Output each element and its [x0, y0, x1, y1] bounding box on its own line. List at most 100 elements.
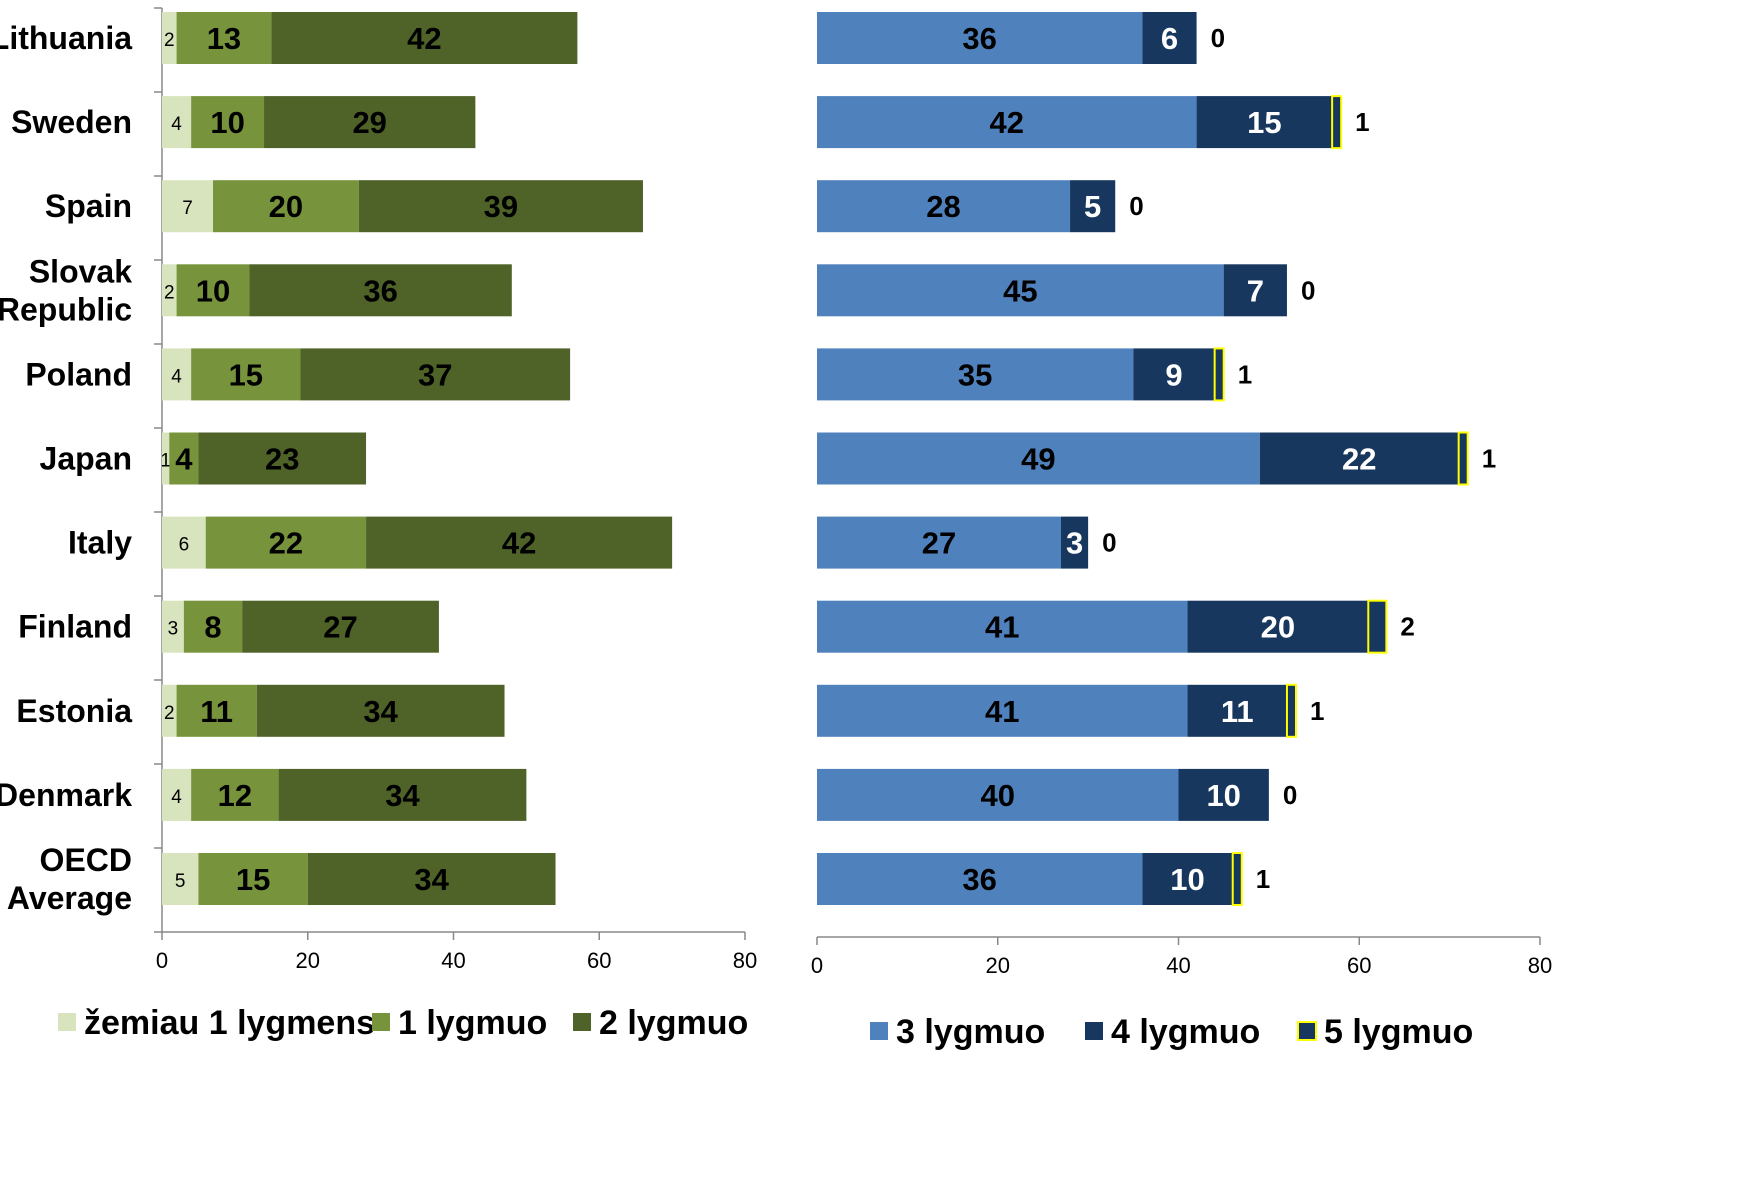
- data-label: 0: [1129, 191, 1143, 221]
- data-label: 7: [182, 198, 193, 219]
- bar-segment: [1285, 683, 1297, 738]
- x-tick-label: 20: [986, 953, 1010, 978]
- bar-segment: [1457, 431, 1469, 486]
- bar-segment: [817, 264, 1224, 317]
- legend-label: žemiau 1 lygmens: [84, 1004, 375, 1042]
- bar-segment: [198, 853, 308, 905]
- bar-segment: [176, 12, 272, 64]
- data-label: 41: [985, 694, 1019, 729]
- legend-label: 5 lygmuo: [1324, 1013, 1473, 1051]
- data-label: 22: [1342, 442, 1376, 477]
- data-label: 0: [1211, 23, 1225, 53]
- data-label: 34: [414, 862, 449, 897]
- bar-segment: [817, 432, 1260, 485]
- data-label: 42: [990, 105, 1024, 140]
- data-label: 20: [1261, 610, 1295, 645]
- legend-swatch: [573, 1013, 591, 1031]
- bar-segment: [1142, 12, 1197, 64]
- bar-segment: [264, 96, 476, 149]
- bar-segment: [176, 684, 257, 737]
- bar-segment: [242, 600, 439, 653]
- data-label: 37: [418, 357, 452, 392]
- data-label: 4: [171, 787, 182, 808]
- legend-swatch: [372, 1013, 390, 1031]
- bar-segment: [366, 516, 673, 569]
- data-label: 35: [958, 357, 992, 392]
- bar-segment: [1231, 852, 1243, 906]
- bar-segment: [191, 768, 279, 821]
- bar-segment: [271, 12, 578, 64]
- bar-segment: [1070, 180, 1116, 233]
- data-label: 12: [218, 778, 252, 813]
- data-label: 5: [1084, 189, 1101, 224]
- bar-segment: [1187, 600, 1369, 653]
- data-label: 49: [1021, 442, 1055, 477]
- data-label: 1: [1238, 359, 1252, 389]
- data-label: 0: [1283, 780, 1297, 810]
- bar-segment: [278, 768, 527, 821]
- data-label: 10: [1170, 862, 1204, 897]
- bar-segment: [300, 348, 571, 401]
- x-tick-label: 0: [156, 948, 168, 973]
- data-label: 1: [1310, 696, 1324, 726]
- bar-segment: [817, 96, 1197, 149]
- bar-segment: [817, 853, 1143, 905]
- data-label: 3: [168, 619, 179, 640]
- bar-segment: [1196, 96, 1333, 149]
- bar-segment: [1142, 853, 1233, 905]
- bar-segment: [1331, 95, 1343, 150]
- data-label: 28: [926, 189, 960, 224]
- data-label: 5: [175, 871, 186, 892]
- legend-label: 4 lygmuo: [1111, 1013, 1260, 1051]
- data-label: 9: [1165, 357, 1182, 392]
- bar-segment: [817, 684, 1188, 737]
- bar-segment: [162, 684, 177, 737]
- data-label: 7: [1247, 273, 1264, 308]
- data-label: 20: [269, 189, 303, 224]
- legend-label: 2 lygmuo: [599, 1004, 748, 1042]
- data-label: 13: [207, 21, 241, 56]
- bar-segment: [1061, 516, 1089, 569]
- data-label: 40: [981, 778, 1015, 813]
- category-label: Estonia: [16, 693, 132, 729]
- bar-segment: [1187, 684, 1287, 737]
- bar-segment: [191, 348, 301, 401]
- legend-label: 3 lygmuo: [896, 1013, 1045, 1051]
- bar-segment: [249, 264, 512, 317]
- data-label: 36: [363, 273, 397, 308]
- legend-label: 1 lygmuo: [398, 1004, 547, 1042]
- data-label: 15: [1247, 105, 1281, 140]
- x-tick-label: 80: [733, 948, 757, 973]
- bar-segment: [162, 516, 206, 569]
- bar-segment: [191, 96, 265, 149]
- data-label: 23: [265, 442, 299, 477]
- bar-segment: [1213, 347, 1225, 402]
- x-tick-label: 60: [1347, 953, 1371, 978]
- data-label: 8: [204, 610, 221, 645]
- data-label: 22: [269, 526, 303, 561]
- data-label: 1: [1256, 864, 1270, 894]
- data-label: 0: [1102, 528, 1116, 558]
- bar-segment: [817, 12, 1143, 64]
- bar-segment: [213, 180, 359, 233]
- data-label: 1: [1482, 444, 1496, 474]
- data-label: 1: [160, 451, 171, 472]
- data-label: 3: [1066, 526, 1083, 561]
- data-label: 4: [171, 366, 182, 387]
- data-label: 36: [962, 862, 996, 897]
- bar-segment: [817, 516, 1062, 569]
- x-tick-label: 40: [1166, 953, 1190, 978]
- data-label: 41: [985, 610, 1019, 645]
- category-label: Republic: [0, 291, 132, 327]
- legend-swatch: [58, 1013, 76, 1031]
- bar-segment: [1259, 432, 1459, 485]
- x-tick-label: 80: [1528, 953, 1552, 978]
- x-tick-label: 40: [441, 948, 465, 973]
- category-label: Italy: [68, 525, 132, 561]
- bar-segment: [817, 180, 1071, 233]
- data-label: 42: [407, 21, 441, 56]
- category-label: Average: [7, 880, 132, 916]
- bar-segment: [1133, 348, 1215, 401]
